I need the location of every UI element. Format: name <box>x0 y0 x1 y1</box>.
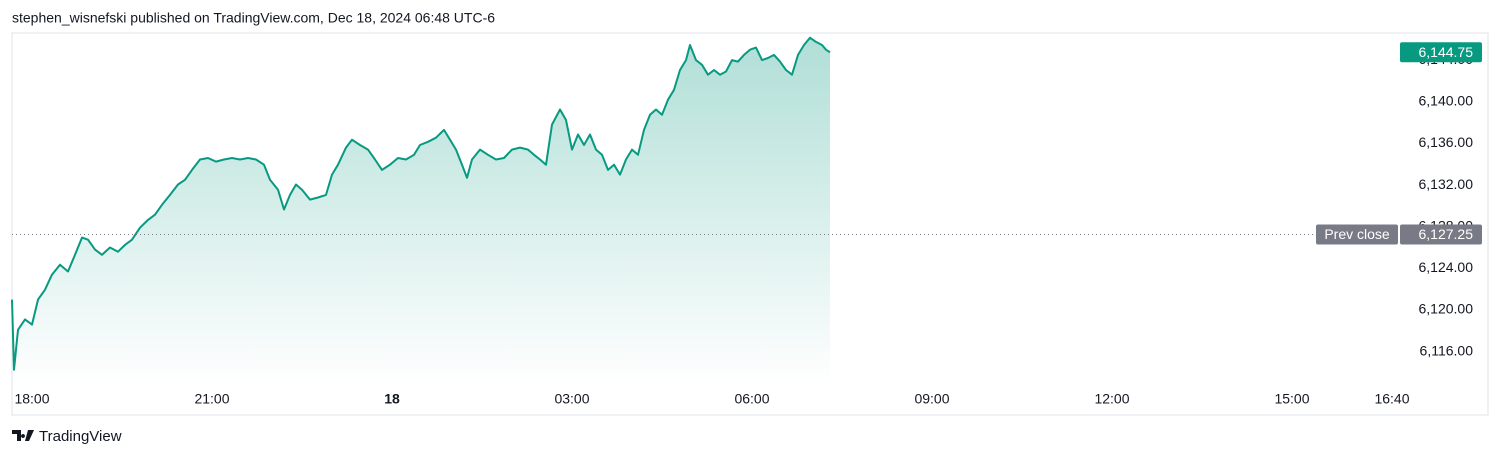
prev-close-value: 6,127.25 <box>1419 226 1474 242</box>
x-tick-label: 16:40 <box>1374 391 1409 407</box>
price-line <box>11 36 831 371</box>
x-tick-label: 18 <box>384 391 400 407</box>
area-fill <box>12 37 830 385</box>
y-tick-label: 6,124.00 <box>1419 259 1474 275</box>
x-tick-label: 09:00 <box>914 391 949 407</box>
y-tick-label: 6,120.00 <box>1419 301 1474 317</box>
y-tick-label: 6,140.00 <box>1419 92 1474 108</box>
x-tick-label: 06:00 <box>734 391 769 407</box>
publish-info: stephen_wisnefski published on TradingVi… <box>12 10 495 26</box>
x-tick-label: 12:00 <box>1094 391 1129 407</box>
prev-close-badge <box>1400 224 1482 245</box>
x-tick-label: 18:00 <box>14 391 49 407</box>
y-tick-label: 6,116.00 <box>1420 342 1474 358</box>
y-tick-label: 6,132.00 <box>1419 176 1474 192</box>
prev-close-name: Prev close <box>1324 226 1390 242</box>
chart-frame <box>11 32 1489 416</box>
tradingview-logo <box>12 430 34 441</box>
x-tick-label: 03:00 <box>554 391 589 407</box>
last-price-value: 6,144.75 <box>1419 44 1474 60</box>
y-tick-label: 6,136.00 <box>1419 134 1474 150</box>
prev-close-name-badge <box>1316 224 1398 245</box>
x-tick-label: 15:00 <box>1274 391 1309 407</box>
x-tick-label: 21:00 <box>194 391 229 407</box>
brand: TradingView <box>39 428 122 445</box>
last-price-badge <box>1400 42 1482 63</box>
